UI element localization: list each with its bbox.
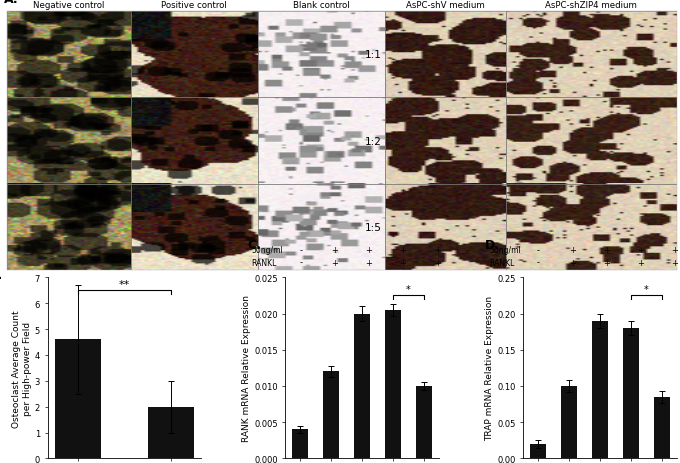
Text: +: + <box>603 245 610 254</box>
Text: C.: C. <box>247 238 261 251</box>
Text: -: - <box>299 245 302 254</box>
Text: B.: B. <box>0 269 3 282</box>
Bar <box>386 98 506 185</box>
Text: +: + <box>603 258 610 267</box>
Text: +: + <box>331 258 338 267</box>
Text: D.: D. <box>485 238 500 251</box>
Text: **: ** <box>119 280 130 290</box>
Bar <box>386 12 506 98</box>
Text: 50ng/ml: 50ng/ml <box>490 245 521 254</box>
Text: +: + <box>434 258 441 267</box>
Text: *: * <box>406 285 411 295</box>
Bar <box>623 328 639 458</box>
Y-axis label: TRAP mRNA Relative Expression: TRAP mRNA Relative Expression <box>486 296 494 440</box>
Text: RANKL: RANKL <box>490 258 515 267</box>
Y-axis label: RANK mRNA Relative Expression: RANK mRNA Relative Expression <box>242 295 252 441</box>
Text: 50ng/ml: 50ng/ml <box>252 245 284 254</box>
Text: +: + <box>637 245 644 254</box>
Text: RANKL: RANKL <box>252 258 277 267</box>
Text: +: + <box>400 258 407 267</box>
Text: 1:2: 1:2 <box>365 136 382 146</box>
Bar <box>258 98 386 185</box>
Text: Positive control: Positive control <box>161 1 227 10</box>
Bar <box>292 430 308 458</box>
Text: -: - <box>537 245 540 254</box>
Text: +: + <box>569 258 576 267</box>
Bar <box>506 12 677 98</box>
Y-axis label: Osteoclast Average Count
per High-power Field: Osteoclast Average Count per High-power … <box>12 309 32 427</box>
Text: +: + <box>569 245 576 254</box>
Bar <box>258 185 386 271</box>
Text: -: - <box>299 258 302 267</box>
Text: Blank control: Blank control <box>293 1 350 10</box>
Text: +: + <box>671 245 679 254</box>
Bar <box>148 407 194 458</box>
Bar <box>354 314 370 458</box>
Bar <box>416 386 432 458</box>
Bar <box>386 310 401 458</box>
Text: 1:5: 1:5 <box>365 223 382 233</box>
Text: -: - <box>537 258 540 267</box>
Bar <box>592 321 608 458</box>
Text: AsPC-shZIP4 medium: AsPC-shZIP4 medium <box>545 1 637 10</box>
Text: +: + <box>637 258 644 267</box>
Bar <box>131 185 258 271</box>
Text: +: + <box>400 245 407 254</box>
Bar <box>506 185 677 271</box>
Text: Negative control: Negative control <box>33 1 105 10</box>
Bar <box>7 98 131 185</box>
Bar <box>324 372 339 458</box>
Text: 1:1: 1:1 <box>365 50 382 60</box>
Bar <box>258 12 386 98</box>
Bar <box>530 444 545 458</box>
Text: +: + <box>331 245 338 254</box>
Text: A.: A. <box>3 0 18 6</box>
Bar <box>654 397 670 458</box>
Bar <box>7 185 131 271</box>
Bar <box>131 98 258 185</box>
Text: *: * <box>644 285 649 295</box>
Text: +: + <box>365 245 373 254</box>
Text: +: + <box>671 258 679 267</box>
Bar <box>7 12 131 98</box>
Text: +: + <box>365 258 373 267</box>
Bar <box>386 185 506 271</box>
Bar <box>131 12 258 98</box>
Bar <box>506 98 677 185</box>
Bar <box>54 340 101 458</box>
Text: AsPC-shV medium: AsPC-shV medium <box>406 1 485 10</box>
Text: +: + <box>434 245 441 254</box>
Bar <box>561 386 577 458</box>
